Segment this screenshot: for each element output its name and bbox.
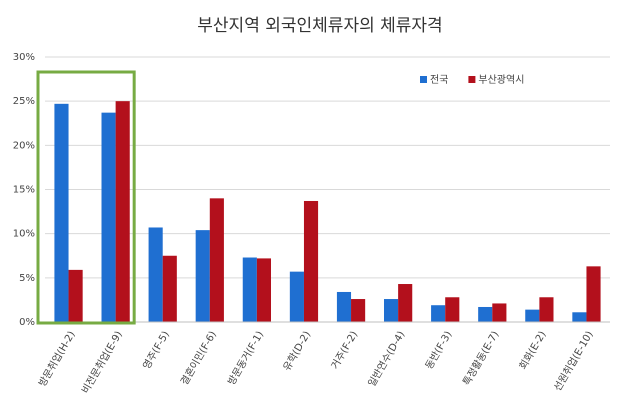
x-tick-label: 비전문취업(E-9) [79, 328, 125, 395]
x-tick-label: 방문취업(H-2) [35, 328, 77, 388]
x-tick-label: 결혼이민(F-6) [178, 328, 219, 387]
y-tick-label: 5% [19, 273, 35, 284]
bar [572, 312, 587, 322]
x-tick-label: 거주(F-2) [329, 329, 360, 371]
x-tick-label: 회화(E-2) [517, 329, 549, 372]
y-tick-label: 30% [13, 52, 35, 63]
bar [115, 101, 130, 323]
x-tick-label: 선원취업(E-10) [551, 328, 596, 393]
chart-title: 부산지역 외국인체류자의 체류자격 [197, 16, 442, 36]
bar [209, 198, 224, 322]
bar [398, 284, 413, 322]
legend-swatch [420, 76, 427, 83]
y-tick-label: 0% [19, 317, 35, 328]
bar [445, 297, 460, 322]
bar [101, 112, 116, 323]
x-tick-label: 특정활동(E-7) [460, 328, 502, 387]
bar [478, 306, 493, 322]
bar [162, 255, 177, 322]
bar [539, 297, 554, 322]
x-tick-label: 유학(D-2) [281, 329, 313, 373]
y-tick-label: 20% [13, 140, 35, 151]
highlight-box [36, 70, 136, 325]
bar [586, 266, 601, 322]
bar [256, 258, 271, 322]
bar [148, 227, 163, 322]
bar [68, 269, 83, 322]
x-tick-label: 동반(F-3) [423, 329, 454, 371]
bar [54, 103, 69, 322]
bar [384, 299, 399, 322]
y-tick-label: 15% [13, 185, 35, 196]
bar [242, 257, 257, 322]
y-tick-label: 25% [13, 96, 35, 107]
legend-swatch [468, 76, 476, 83]
x-tick-label: 일반연수(D-4) [366, 329, 408, 389]
bar [303, 200, 319, 322]
bar [492, 303, 507, 322]
legend-label: 부산광역시 [478, 74, 524, 86]
y-tick-label: 10% [13, 229, 35, 240]
bar [431, 305, 446, 322]
x-tick-label: 방문동거(F-1) [226, 329, 267, 387]
bar [525, 309, 540, 322]
bar [195, 230, 210, 322]
legend-label: 전국 [430, 74, 448, 86]
x-tick-label: 영주(F-5) [141, 329, 172, 371]
bar [289, 271, 304, 322]
bar [336, 291, 352, 322]
bar [351, 299, 366, 322]
